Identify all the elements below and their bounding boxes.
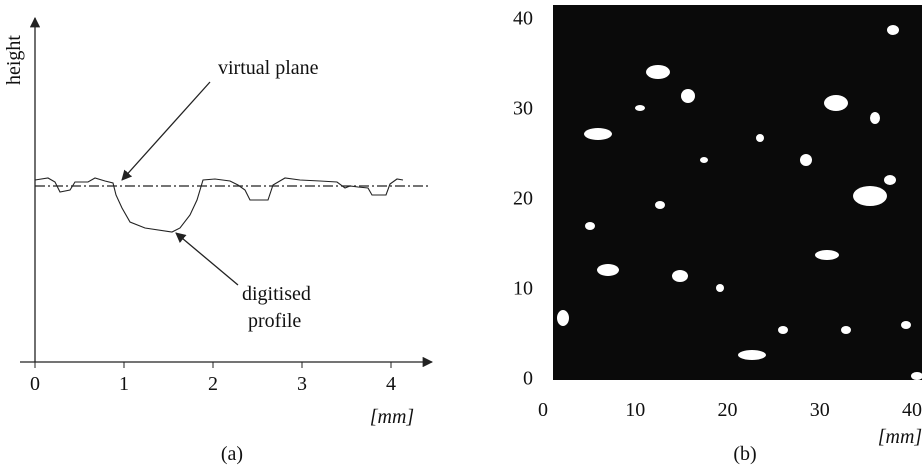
blobs — [557, 25, 922, 380]
y-tick-label: 30 — [513, 98, 533, 120]
x-tick-label: 40 — [902, 399, 922, 421]
panel-a: height virtual plane digitised profile [… — [3, 16, 434, 465]
x-tick-label: 2 — [208, 373, 218, 395]
annotation: profile — [248, 310, 301, 332]
y-label: height — [3, 35, 25, 85]
caption: (a) — [221, 443, 243, 465]
y-tick-label: 10 — [513, 278, 533, 300]
profile — [34, 177, 404, 233]
x-tick-label: 0 — [30, 373, 40, 395]
x-tick-label: 4 — [386, 373, 396, 395]
annotation: virtual plane — [218, 57, 319, 79]
x-tick-label: 3 — [297, 373, 307, 395]
y-tick-label: 40 — [513, 8, 533, 30]
caption: (b) — [733, 443, 756, 465]
unit-label: [mm] — [878, 426, 922, 448]
y-tick-label: 0 — [523, 368, 533, 390]
arrow — [121, 81, 211, 181]
arrow — [175, 232, 239, 286]
annotation: digitised — [242, 283, 311, 305]
x-tick-label: 30 — [810, 399, 830, 421]
unit-label: [mm] — [370, 406, 414, 428]
x-tick-label: 0 — [538, 399, 548, 421]
y-tick-label: 20 — [513, 188, 533, 210]
x-tick-label: 1 — [119, 373, 129, 395]
panel-b: [mm] (b) — [553, 5, 922, 465]
x-tick-label: 10 — [625, 399, 645, 421]
x-tick-label: 20 — [718, 399, 738, 421]
